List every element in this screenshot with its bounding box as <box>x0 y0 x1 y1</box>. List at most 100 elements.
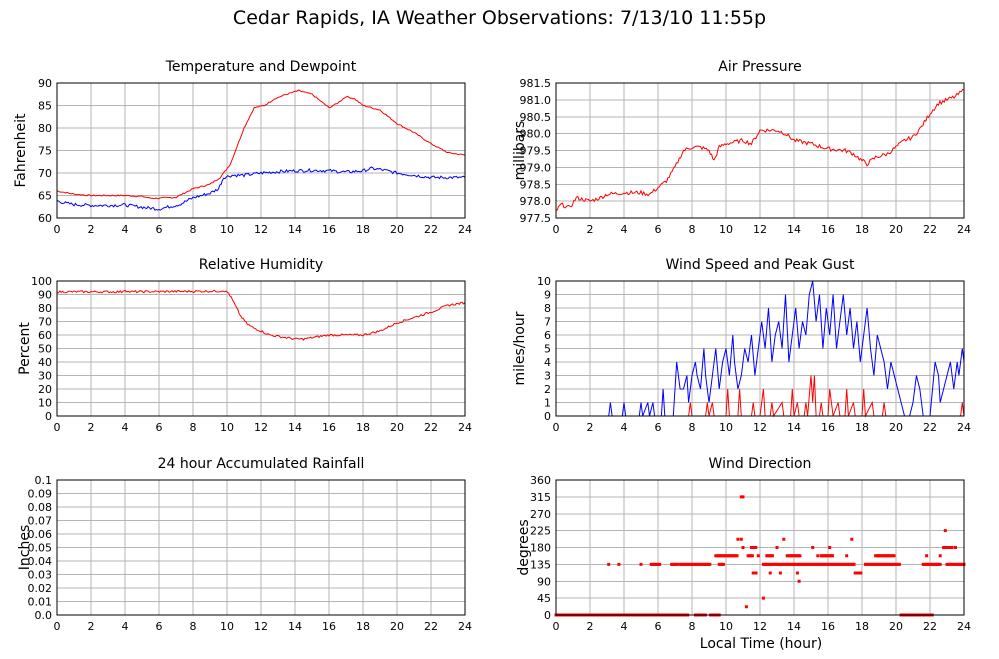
direction-point <box>754 571 758 575</box>
x-tick-label: 20 <box>889 223 903 236</box>
direction-point <box>741 495 745 499</box>
y-tick-label: 9 <box>544 289 551 302</box>
chart-title: Temperature and Dewpoint <box>165 59 357 75</box>
x-tick-label: 24 <box>458 620 472 633</box>
direction-point <box>852 562 856 566</box>
x-tick-label: 0 <box>553 223 560 236</box>
direction-point <box>816 554 820 558</box>
x-tick-label: 24 <box>957 223 971 236</box>
x-tick-label: 16 <box>821 620 835 633</box>
x-tick-label: 16 <box>322 223 336 236</box>
y-tick-label: 4 <box>544 356 551 369</box>
y-tick-label: 8 <box>544 302 551 315</box>
x-tick-label: 6 <box>156 223 163 236</box>
x-tick-label: 4 <box>621 421 628 434</box>
y-tick-label: 75 <box>38 145 52 158</box>
x-tick-label: 24 <box>458 223 472 236</box>
direction-point <box>811 546 815 549</box>
direction-point <box>756 554 760 558</box>
direction-point <box>744 605 748 609</box>
x-tick-label: 14 <box>288 421 302 434</box>
x-tick-label: 10 <box>220 223 234 236</box>
x-tick-label: 16 <box>322 421 336 434</box>
series-line <box>57 289 466 341</box>
x-tick-label: 6 <box>655 421 662 434</box>
x-tick-label: 4 <box>621 223 628 236</box>
y-axis-label: Fahrenheit <box>13 113 29 188</box>
x-tick-label: 10 <box>719 620 733 633</box>
y-tick-label: 0.05 <box>28 542 53 555</box>
x-tick-label: 0 <box>553 421 560 434</box>
y-tick-label: 0.01 <box>28 596 53 609</box>
y-tick-label: 90 <box>38 289 52 302</box>
chart-title: Air Pressure <box>718 59 801 75</box>
x-tick-label: 16 <box>322 620 336 633</box>
y-tick-label: 981.0 <box>520 94 552 107</box>
x-tick-label: 22 <box>424 223 438 236</box>
direction-point <box>859 571 863 575</box>
x-tick-label: 24 <box>957 421 971 434</box>
x-tick-label: 0 <box>54 421 61 434</box>
y-tick-label: 10 <box>537 275 551 288</box>
direction-point <box>754 546 758 549</box>
x-tick-label: 18 <box>855 620 869 633</box>
x-tick-label: 20 <box>390 421 404 434</box>
x-tick-label: 0 <box>553 620 560 633</box>
direction-point <box>795 571 799 575</box>
y-tick-label: 10 <box>38 397 52 410</box>
y-tick-label: 980.0 <box>520 128 552 141</box>
y-tick-label: 3 <box>544 370 551 383</box>
page-title: Cedar Rapids, IA Weather Observations: 7… <box>232 7 767 29</box>
x-tick-label: 4 <box>122 223 129 236</box>
y-tick-label: 0.08 <box>28 501 53 514</box>
y-tick-label: 0.1 <box>35 474 53 487</box>
x-tick-label: 18 <box>356 620 370 633</box>
direction-point <box>831 554 835 558</box>
y-tick-label: 0.0 <box>35 609 53 622</box>
direction-point <box>943 529 947 533</box>
x-tick-label: 12 <box>254 620 268 633</box>
y-axis-label: degrees <box>516 519 532 575</box>
y-tick-label: 135 <box>530 558 551 571</box>
direction-point <box>617 562 621 566</box>
direction-point <box>897 562 901 566</box>
y-tick-label: 0 <box>544 609 551 622</box>
x-tick-label: 10 <box>220 620 234 633</box>
plot-frame <box>56 82 466 219</box>
y-axis-label: Inches <box>17 525 33 570</box>
x-tick-label: 18 <box>855 421 869 434</box>
x-tick-label: 14 <box>787 421 801 434</box>
direction-point <box>741 546 745 549</box>
x-tick-label: 8 <box>689 223 696 236</box>
y-tick-label: 0.02 <box>28 582 53 595</box>
y-tick-label: 100 <box>31 275 52 288</box>
y-tick-label: 60 <box>38 329 52 342</box>
x-tick-label: 2 <box>587 620 594 633</box>
y-tick-label: 180 <box>530 542 551 555</box>
direction-point <box>775 546 779 549</box>
x-tick-label: 14 <box>288 223 302 236</box>
y-tick-label: 90 <box>38 77 52 90</box>
y-tick-label: 225 <box>530 525 551 538</box>
y-tick-label: 45 <box>537 592 551 605</box>
direction-point <box>938 554 942 558</box>
x-tick-label: 20 <box>390 620 404 633</box>
chart-title: Wind Speed and Peak Gust <box>666 257 855 273</box>
x-tick-label: 2 <box>88 421 95 434</box>
direction-point <box>845 554 849 558</box>
y-tick-label: 70 <box>38 167 52 180</box>
y-tick-label: 65 <box>38 190 52 203</box>
chart-title: 24 hour Accumulated Rainfall <box>158 456 365 472</box>
x-tick-label: 0 <box>54 620 61 633</box>
x-tick-label: 16 <box>821 223 835 236</box>
y-tick-label: 979.0 <box>520 161 552 174</box>
plot-frame <box>555 280 965 417</box>
x-tick-label: 4 <box>122 620 129 633</box>
plot-frame <box>555 82 965 219</box>
plot-frame <box>56 479 466 616</box>
x-tick-label: 4 <box>122 421 129 434</box>
